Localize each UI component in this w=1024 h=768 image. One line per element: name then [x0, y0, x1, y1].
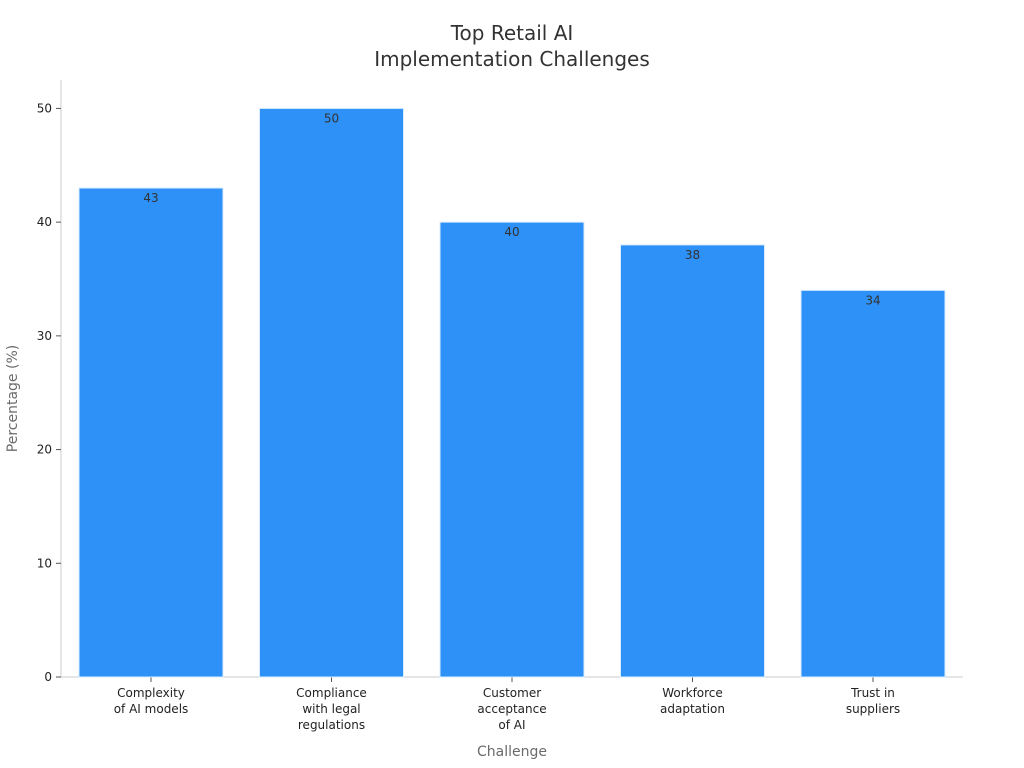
bar — [800, 289, 946, 678]
bar — [439, 221, 585, 678]
x-tick-label: Trust in suppliers — [846, 686, 900, 716]
y-axis: 0 10 20 30 40 50 — [37, 80, 62, 684]
y-tick-label: 10 — [37, 556, 52, 570]
x-tick-label: Workforce adaptation — [660, 686, 725, 716]
data-label: 38 — [685, 248, 700, 262]
y-tick-label: 0 — [44, 670, 52, 684]
x-tick-label-line: suppliers — [846, 702, 900, 716]
data-label: 34 — [865, 293, 880, 307]
x-tick-label: Complexity of AI models — [114, 686, 189, 716]
x-tick-label-line: Customer — [483, 686, 541, 700]
bar — [259, 107, 404, 678]
y-tick-label: 40 — [37, 215, 52, 229]
x-tick-label-line: Workforce — [662, 686, 723, 700]
x-tick-label-line: regulations — [298, 718, 365, 732]
x-axis-title: Challenge — [477, 744, 547, 760]
x-tick-label: Customer acceptance of AI — [477, 686, 546, 732]
data-label: 43 — [143, 191, 158, 205]
y-axis-title: Percentage (%) — [5, 345, 21, 452]
bars: 43 50 40 38 34 — [78, 107, 946, 678]
y-tick-label: 50 — [37, 101, 52, 115]
x-tick-label-line: of AI — [498, 718, 525, 732]
data-label: 40 — [504, 225, 519, 239]
chart-title: Top Retail AI Implementation Challenges — [374, 21, 650, 71]
x-tick-label-line: Compliance — [296, 686, 367, 700]
x-tick-label-line: of AI models — [114, 702, 189, 716]
x-tick-label-line: Trust in — [850, 686, 895, 700]
chart-title-line: Implementation Challenges — [374, 47, 650, 71]
y-tick-label: 30 — [37, 329, 52, 343]
data-label: 50 — [324, 111, 339, 125]
x-tick-label-line: with legal — [302, 702, 360, 716]
x-tick-label-line: acceptance — [477, 702, 546, 716]
bar — [78, 187, 224, 678]
x-tick-label: Compliance with legal regulations — [296, 686, 367, 732]
x-tick-label-line: Complexity — [117, 686, 185, 700]
x-tick-label-line: adaptation — [660, 702, 725, 716]
x-axis: Complexity of AI models Compliance with leg… — [61, 676, 963, 732]
y-tick-label: 20 — [37, 443, 52, 457]
chart-title-line: Top Retail AI — [450, 21, 574, 45]
bar — [620, 244, 765, 678]
